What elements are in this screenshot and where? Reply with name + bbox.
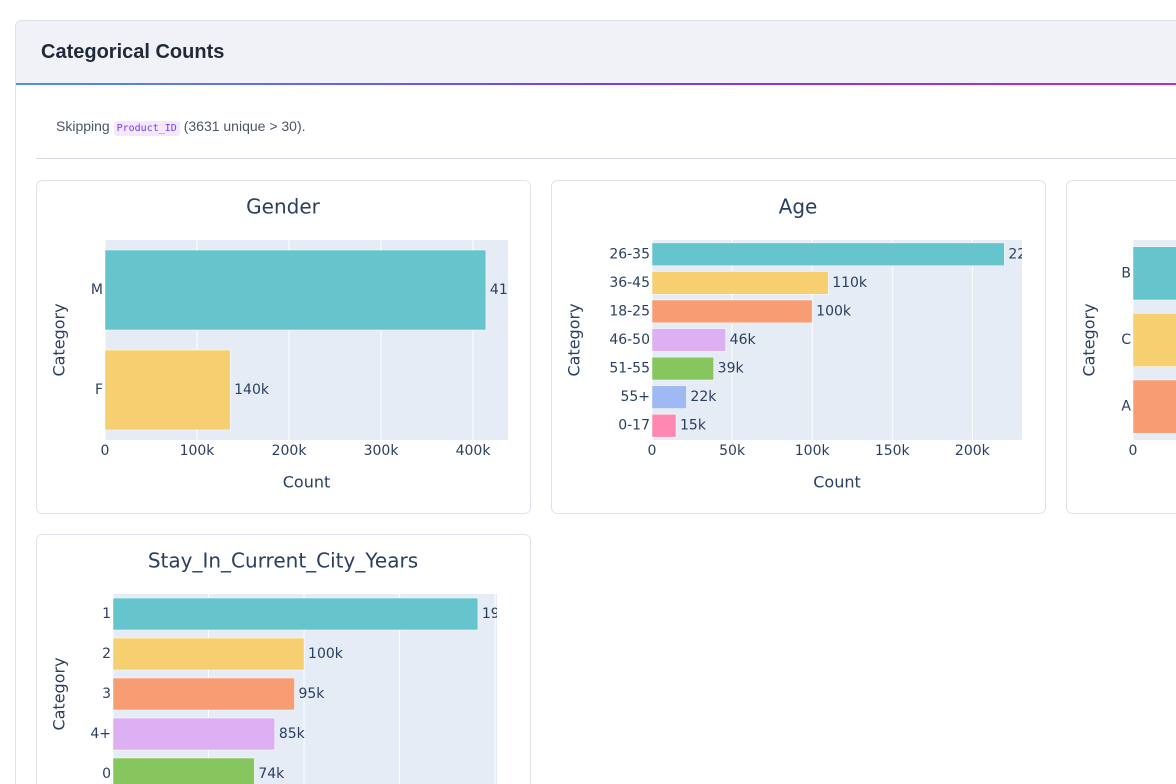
panel-title: Categorical Counts <box>41 41 225 63</box>
category-label: 1 <box>102 606 111 622</box>
value-label: 95k <box>298 686 325 702</box>
bar <box>113 757 255 784</box>
category-label: 26-35 <box>609 246 650 262</box>
value-label: 39k <box>718 361 745 377</box>
category-label: M <box>91 282 103 298</box>
bar <box>652 356 714 381</box>
category-label: C <box>1121 332 1131 348</box>
x-tick-label: 100k <box>795 443 831 459</box>
x-axis-title: Count <box>283 473 331 492</box>
value-label: 100k <box>816 303 852 319</box>
category-label: 46-50 <box>609 332 650 348</box>
bar <box>1133 379 1176 434</box>
category-label: F <box>95 382 103 398</box>
value-label: 410k <box>490 282 526 298</box>
note-prefix: Skipping <box>56 118 110 134</box>
skip-note: Skipping Product_ID (3631 unique > 30). <box>56 118 306 136</box>
bars: 410k 140k <box>105 249 526 431</box>
y-axis-title: Category <box>50 657 69 730</box>
chart-title: Age <box>779 195 818 219</box>
value-label: 15k <box>680 418 707 434</box>
category-label: 3 <box>102 686 111 702</box>
x-tick-label: 50k <box>719 443 746 459</box>
x-tick-label: 400k <box>456 443 492 459</box>
bar <box>652 271 829 295</box>
y-axis-title: Category <box>1080 303 1099 376</box>
value-label: 100k <box>308 646 344 662</box>
bar <box>652 414 677 438</box>
bar <box>652 299 813 324</box>
x-axis-title: Count <box>813 473 861 492</box>
bar <box>652 385 687 409</box>
divider <box>36 158 1176 159</box>
bar <box>113 677 295 711</box>
x-tick-label: 100k <box>180 443 216 459</box>
value-label: 85k <box>279 726 306 742</box>
value-label: 190k <box>482 606 518 622</box>
category-label: 55+ <box>620 389 650 405</box>
chart-title: Stay_In_Current_City_Years <box>148 549 418 573</box>
category-label: 2 <box>102 646 111 662</box>
category-label: 36-45 <box>609 275 650 291</box>
category-label: B <box>1121 265 1131 281</box>
category-label: 0 <box>102 766 111 782</box>
chart-card: Stay_In_Current_City_Years 190k 100k 95k 85k… <box>36 534 531 784</box>
bar <box>652 328 726 352</box>
chart-card: 0 B C A Category <box>1066 180 1176 514</box>
bar <box>113 717 276 751</box>
bar <box>1133 246 1176 301</box>
panel-header: Categorical Counts <box>16 21 1176 83</box>
x-tick-label: 0 <box>648 443 657 459</box>
x-tick-label: 200k <box>955 443 991 459</box>
chart-card: Age 0 50k 100k 150k 200k 220k 110k 100k 46k 39k22k… <box>551 180 1046 514</box>
chart-title: Gender <box>246 195 320 219</box>
category-label: A <box>1121 399 1131 415</box>
category-label: 18-25 <box>609 303 650 319</box>
chart-card: Gender 0 100k 200k 300k 400k 410k 140k M F Count Ca… <box>36 180 531 514</box>
x-tick-label: 0 <box>1129 443 1138 459</box>
bar <box>105 249 487 331</box>
bar <box>113 637 305 671</box>
category-label: 4+ <box>90 726 111 742</box>
bar <box>1133 313 1176 367</box>
category-label: 0-17 <box>618 418 650 434</box>
note-code: Product_ID <box>113 121 180 136</box>
value-label: 22k <box>690 389 717 405</box>
bar <box>113 597 479 631</box>
bars: 190k 100k 95k 85k 74k <box>113 597 518 784</box>
bars <box>1133 246 1176 434</box>
x-tick-label: 200k <box>272 443 308 459</box>
y-axis-title: Category <box>50 303 69 376</box>
value-label: 220k <box>1008 246 1044 262</box>
value-label: 110k <box>832 275 868 291</box>
value-label: 140k <box>234 382 270 398</box>
category-label: 51-55 <box>609 361 650 377</box>
x-tick-label: 150k <box>875 443 911 459</box>
header-accent <box>16 83 1176 85</box>
value-label: 46k <box>730 332 757 348</box>
x-tick-label: 0 <box>101 443 110 459</box>
bar <box>105 349 231 431</box>
value-label: 74k <box>258 766 285 782</box>
note-suffix: (3631 unique > 30). <box>183 118 306 134</box>
x-tick-label: 300k <box>364 443 400 459</box>
bar <box>652 242 1005 266</box>
y-axis-title: Category <box>565 303 584 376</box>
